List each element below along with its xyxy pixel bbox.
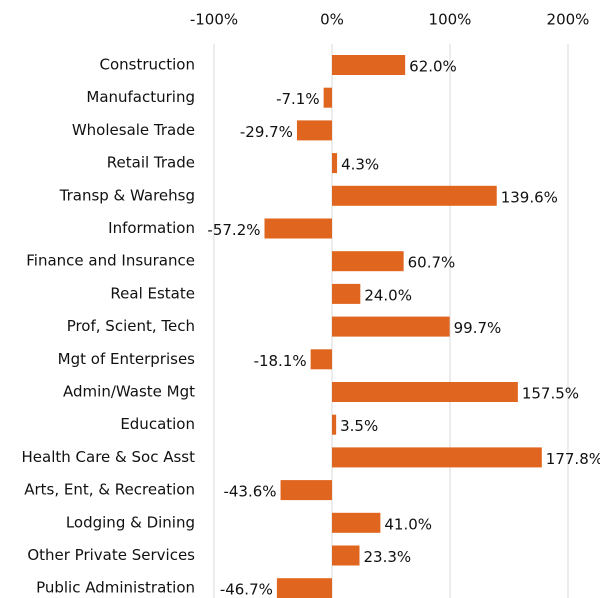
bar: [332, 55, 406, 75]
bar: [276, 578, 332, 598]
x-tick-label: 0%: [320, 11, 344, 29]
category-label: Manufacturing: [86, 88, 195, 106]
category-label: Finance and Insurance: [26, 252, 195, 270]
category-label: Information: [108, 219, 195, 237]
bar: [332, 414, 337, 435]
bar: [332, 545, 360, 566]
category-label: Public Administration: [36, 579, 195, 597]
data-label: 139.6%: [501, 188, 558, 206]
data-label: 41.0%: [384, 515, 432, 533]
data-label: -18.1%: [254, 352, 307, 370]
data-label: 99.7%: [454, 319, 502, 337]
bar: [332, 251, 404, 272]
bar: [280, 480, 332, 501]
bar: [332, 283, 361, 304]
category-label: Prof, Scient, Tech: [67, 317, 195, 335]
category-label: Admin/Waste Mgt: [63, 383, 195, 401]
data-label: -29.7%: [240, 123, 293, 141]
category-label: Real Estate: [110, 284, 195, 302]
bar: [310, 349, 332, 370]
category-label: Construction: [99, 56, 195, 74]
data-label: -7.1%: [276, 90, 320, 108]
category-label: Education: [120, 415, 195, 433]
data-label: 24.0%: [364, 286, 412, 304]
bar: [332, 153, 338, 174]
category-label: Wholesale Trade: [72, 121, 195, 139]
data-label: 62.0%: [409, 58, 457, 76]
x-tick-label: 100%: [429, 11, 472, 29]
data-label: -43.6%: [223, 483, 276, 501]
x-tick-label: -100%: [190, 11, 238, 29]
data-label: 157.5%: [522, 385, 579, 403]
bar: [332, 447, 542, 468]
category-label: Other Private Services: [27, 546, 195, 564]
data-label: 177.8%: [546, 450, 600, 468]
category-label: Arts, Ent, & Recreation: [24, 481, 195, 499]
category-label: Retail Trade: [107, 154, 195, 172]
category-label: Mgt of Enterprises: [58, 350, 195, 368]
bar: [332, 382, 518, 402]
data-label: -46.7%: [220, 581, 273, 598]
data-label: 3.5%: [340, 417, 378, 435]
bar: [323, 87, 332, 108]
category-label: Health Care & Soc Asst: [22, 448, 196, 466]
bar: [332, 512, 381, 533]
bar: [296, 120, 332, 141]
category-label: Transp & Warehsg: [59, 186, 195, 204]
bar: [332, 185, 497, 206]
bar: [332, 316, 450, 337]
category-label: Lodging & Dining: [66, 513, 195, 531]
data-label: -57.2%: [207, 221, 260, 239]
data-label: 4.3%: [341, 156, 379, 174]
data-label: 23.3%: [363, 548, 411, 566]
x-tick-label: 200%: [547, 11, 590, 29]
bar: [264, 218, 332, 239]
data-label: 60.7%: [408, 254, 456, 272]
